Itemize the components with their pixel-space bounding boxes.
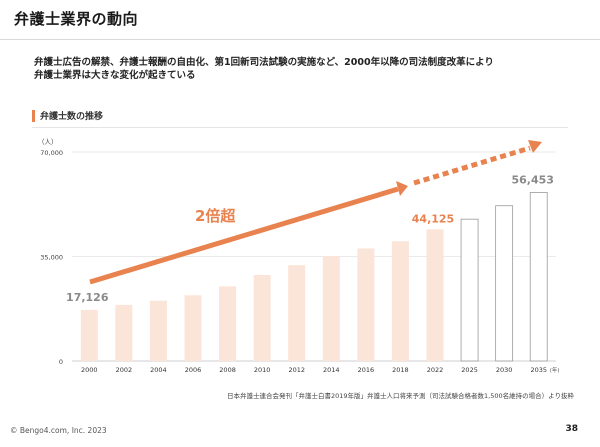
x-tick-label: 2000 <box>81 366 98 374</box>
x-tick-label: 2014 <box>323 366 340 374</box>
x-tick-label: 2012 <box>288 366 305 374</box>
x-tick-label: 2008 <box>219 366 236 374</box>
projection-arrow-line <box>413 145 531 186</box>
data-label-2035: 56,453 <box>511 173 553 186</box>
page-title: 弁護士業界の動向 <box>14 10 139 28</box>
section-label: 弁護士数の推移 <box>40 112 104 122</box>
x-tick-label: 2004 <box>150 366 167 374</box>
y-tick-label: 35,000 <box>40 254 63 262</box>
x-tick-label: 2022 <box>427 366 444 374</box>
bar <box>426 229 444 361</box>
bar <box>288 265 306 361</box>
bar-projected <box>495 205 514 362</box>
growth-annotation: 2倍超 <box>195 207 236 225</box>
lead-line-2: 弁護士業界は大きな変化が起きている <box>34 70 196 81</box>
x-unit-label: (年) <box>550 366 560 374</box>
source-note: 日本弁護士連合会発刊「弁護士白書2019年版」弁護士人口将来予測（司法試験合格者… <box>226 392 574 400</box>
x-tick-label: 2035 <box>530 366 547 374</box>
bar <box>322 256 340 361</box>
x-tick-label: 2030 <box>496 366 513 374</box>
y-tick-label: 0 <box>59 358 63 366</box>
bar <box>184 295 202 361</box>
x-tick-label: 2018 <box>392 366 409 374</box>
bar <box>80 309 98 361</box>
lead-text: 弁護士広告の解禁、弁護士報酬の自由化、第1回新司法試験の実施など、2000年以降… <box>34 56 494 82</box>
bar <box>219 286 237 361</box>
bar <box>391 241 409 361</box>
bar-projected <box>529 192 548 362</box>
bar <box>149 300 167 361</box>
x-tick-label: 2006 <box>185 366 202 374</box>
x-tick-label: 2016 <box>358 366 375 374</box>
x-tick-label: 2002 <box>116 366 133 374</box>
copyright: © Bengo4.com, Inc. 2023 <box>10 426 107 435</box>
trend-arrow-head <box>396 181 408 196</box>
y-tick-label: 70,000 <box>40 149 63 157</box>
data-label-2022: 44,125 <box>412 212 454 225</box>
y-unit-label: （人） <box>38 138 58 146</box>
bar-projected <box>460 218 479 362</box>
page-number: 38 <box>565 424 578 434</box>
bar <box>115 304 133 361</box>
bar <box>357 248 375 361</box>
x-tick-label: 2025 <box>461 366 478 374</box>
title-divider <box>0 39 600 40</box>
bar <box>253 275 271 361</box>
section-accent-bar <box>32 110 35 122</box>
trend-arrow-line <box>89 186 399 285</box>
x-tick-label: 2010 <box>254 366 271 374</box>
lead-line-1: 弁護士広告の解禁、弁護士報酬の自由化、第1回新司法試験の実施など、2000年以降… <box>34 57 494 68</box>
projection-arrow-head <box>528 140 542 153</box>
data-label-2000: 17,126 <box>66 291 109 304</box>
section-divider <box>32 127 568 128</box>
